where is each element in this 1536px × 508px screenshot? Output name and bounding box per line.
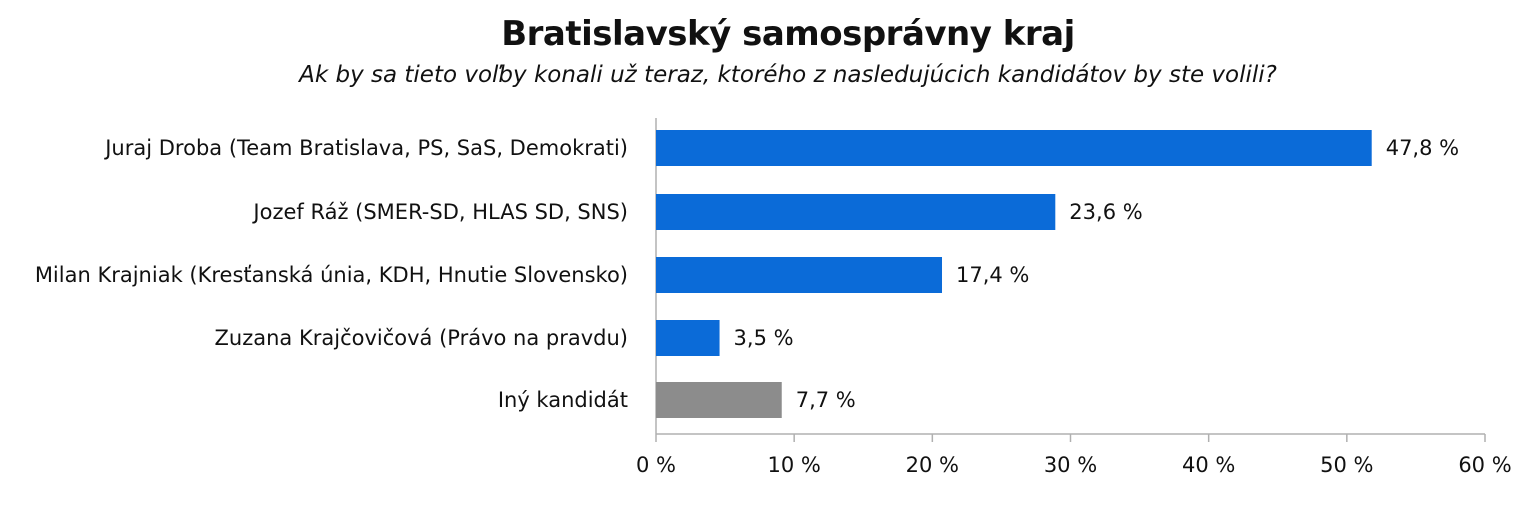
x-tick-label: 10 % bbox=[767, 453, 820, 477]
category-label: Zuzana Krajčovičová (Právo na pravdu) bbox=[215, 326, 628, 350]
bar bbox=[656, 130, 1372, 166]
value-label: 23,6 % bbox=[1069, 200, 1142, 224]
bar bbox=[656, 382, 782, 418]
bar bbox=[656, 320, 720, 356]
bar bbox=[656, 257, 943, 293]
chart-subtitle: Ak by sa tieto voľby konali už teraz, kt… bbox=[299, 62, 1277, 88]
x-tick-label: 60 % bbox=[1458, 453, 1511, 477]
bar bbox=[656, 194, 1056, 230]
x-tick-label: 50 % bbox=[1320, 453, 1373, 477]
chart-title: Bratislavský samosprávny kraj bbox=[501, 14, 1075, 54]
category-label: Juraj Droba (Team Bratislava, PS, SaS, D… bbox=[103, 136, 628, 160]
x-tick-label: 30 % bbox=[1044, 453, 1097, 477]
category-label: Jozef Ráž (SMER-SD, HLAS SD, SNS) bbox=[251, 200, 628, 224]
value-label: 7,7 % bbox=[796, 388, 856, 412]
value-label: 47,8 % bbox=[1386, 136, 1459, 160]
category-label: Iný kandidát bbox=[498, 388, 628, 412]
x-tick-label: 0 % bbox=[636, 453, 676, 477]
x-tick-label: 40 % bbox=[1182, 453, 1235, 477]
value-label: 17,4 % bbox=[956, 263, 1029, 287]
x-tick-label: 20 % bbox=[906, 453, 959, 477]
category-label: Milan Krajniak (Kresťanská únia, KDH, Hn… bbox=[35, 263, 628, 287]
value-label: 3,5 % bbox=[734, 326, 794, 350]
